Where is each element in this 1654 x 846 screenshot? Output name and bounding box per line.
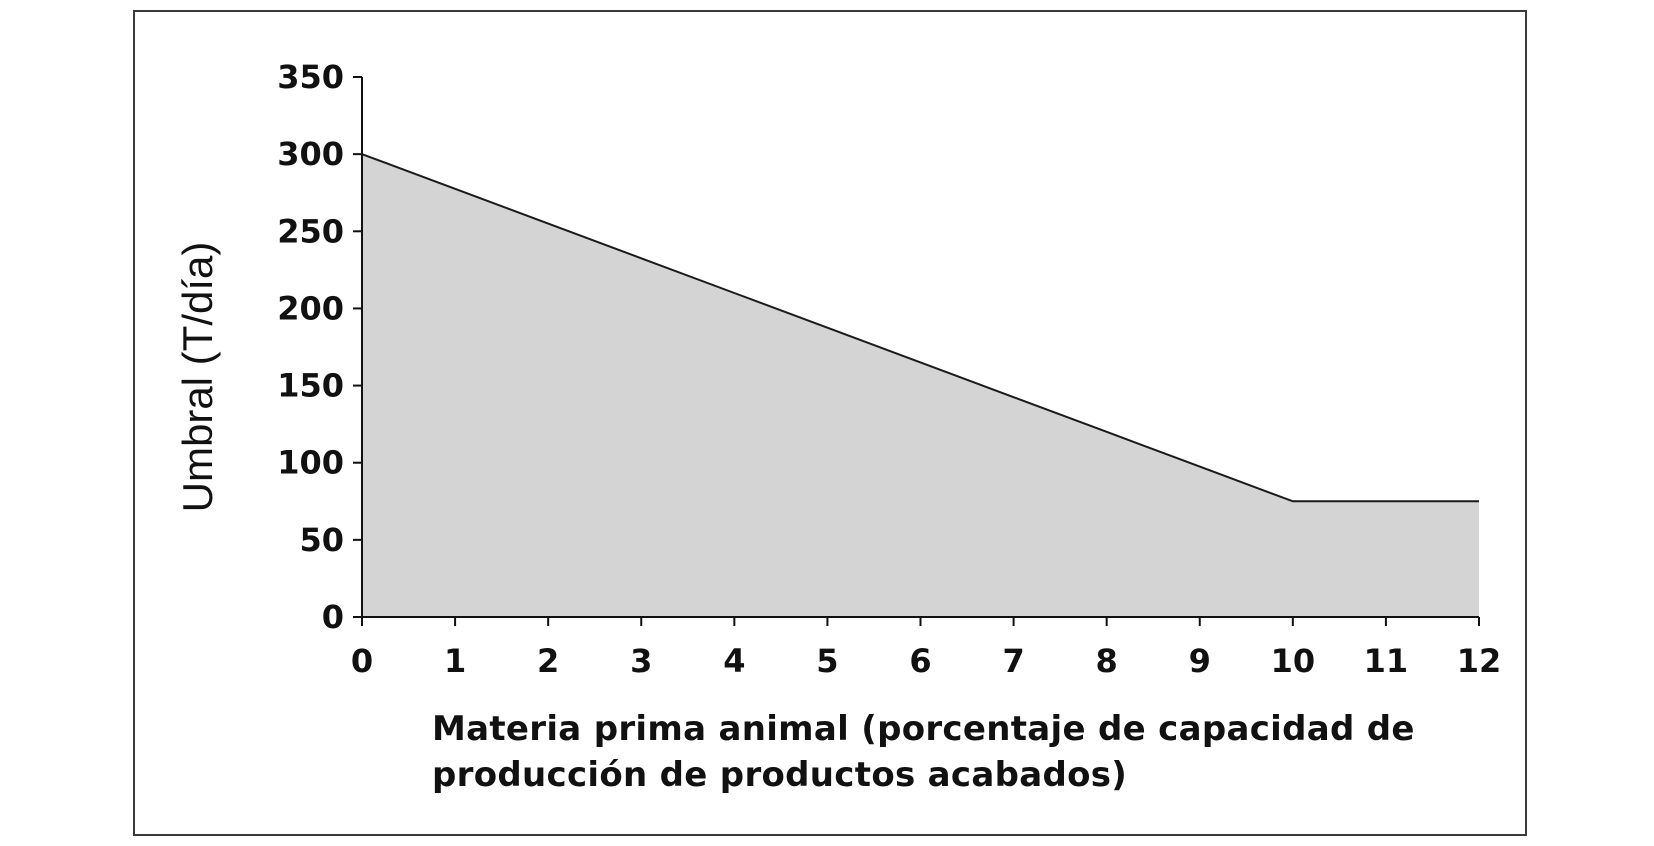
- x-tick-label: 6: [909, 642, 931, 680]
- x-tick-label: 11: [1364, 642, 1409, 680]
- y-axis-label: Umbral (T/día): [174, 242, 221, 513]
- x-tick-label: 8: [1096, 642, 1118, 680]
- y-tick-label: 300: [277, 135, 344, 173]
- x-tick-label: 9: [1189, 642, 1211, 680]
- x-tick-label: 10: [1271, 642, 1316, 680]
- y-tick-label: 100: [277, 444, 344, 482]
- x-tick-label: 5: [816, 642, 838, 680]
- x-axis-label: Materia prima animal (porcentaje de capa…: [432, 706, 1432, 798]
- x-tick-label: 4: [723, 642, 745, 680]
- x-tick-label: 2: [537, 642, 559, 680]
- x-tick-label: 0: [351, 642, 373, 680]
- x-tick-label: 3: [630, 642, 652, 680]
- x-tick-label: 7: [1002, 642, 1024, 680]
- x-tick-label: 1: [444, 642, 466, 680]
- y-tick-label: 350: [277, 58, 344, 96]
- area-fill: [362, 154, 1479, 617]
- y-tick-label: 150: [277, 367, 344, 405]
- x-tick-label: 12: [1457, 642, 1502, 680]
- x-axis-label-line-2: producción de productos acabados): [432, 755, 1128, 795]
- y-tick-label: 0: [322, 598, 344, 636]
- y-tick-label: 250: [277, 212, 344, 250]
- y-tick-label: 50: [299, 521, 344, 559]
- y-tick-label: 200: [277, 289, 344, 327]
- x-axis-label-line-1: Materia prima animal (porcentaje de capa…: [432, 709, 1415, 749]
